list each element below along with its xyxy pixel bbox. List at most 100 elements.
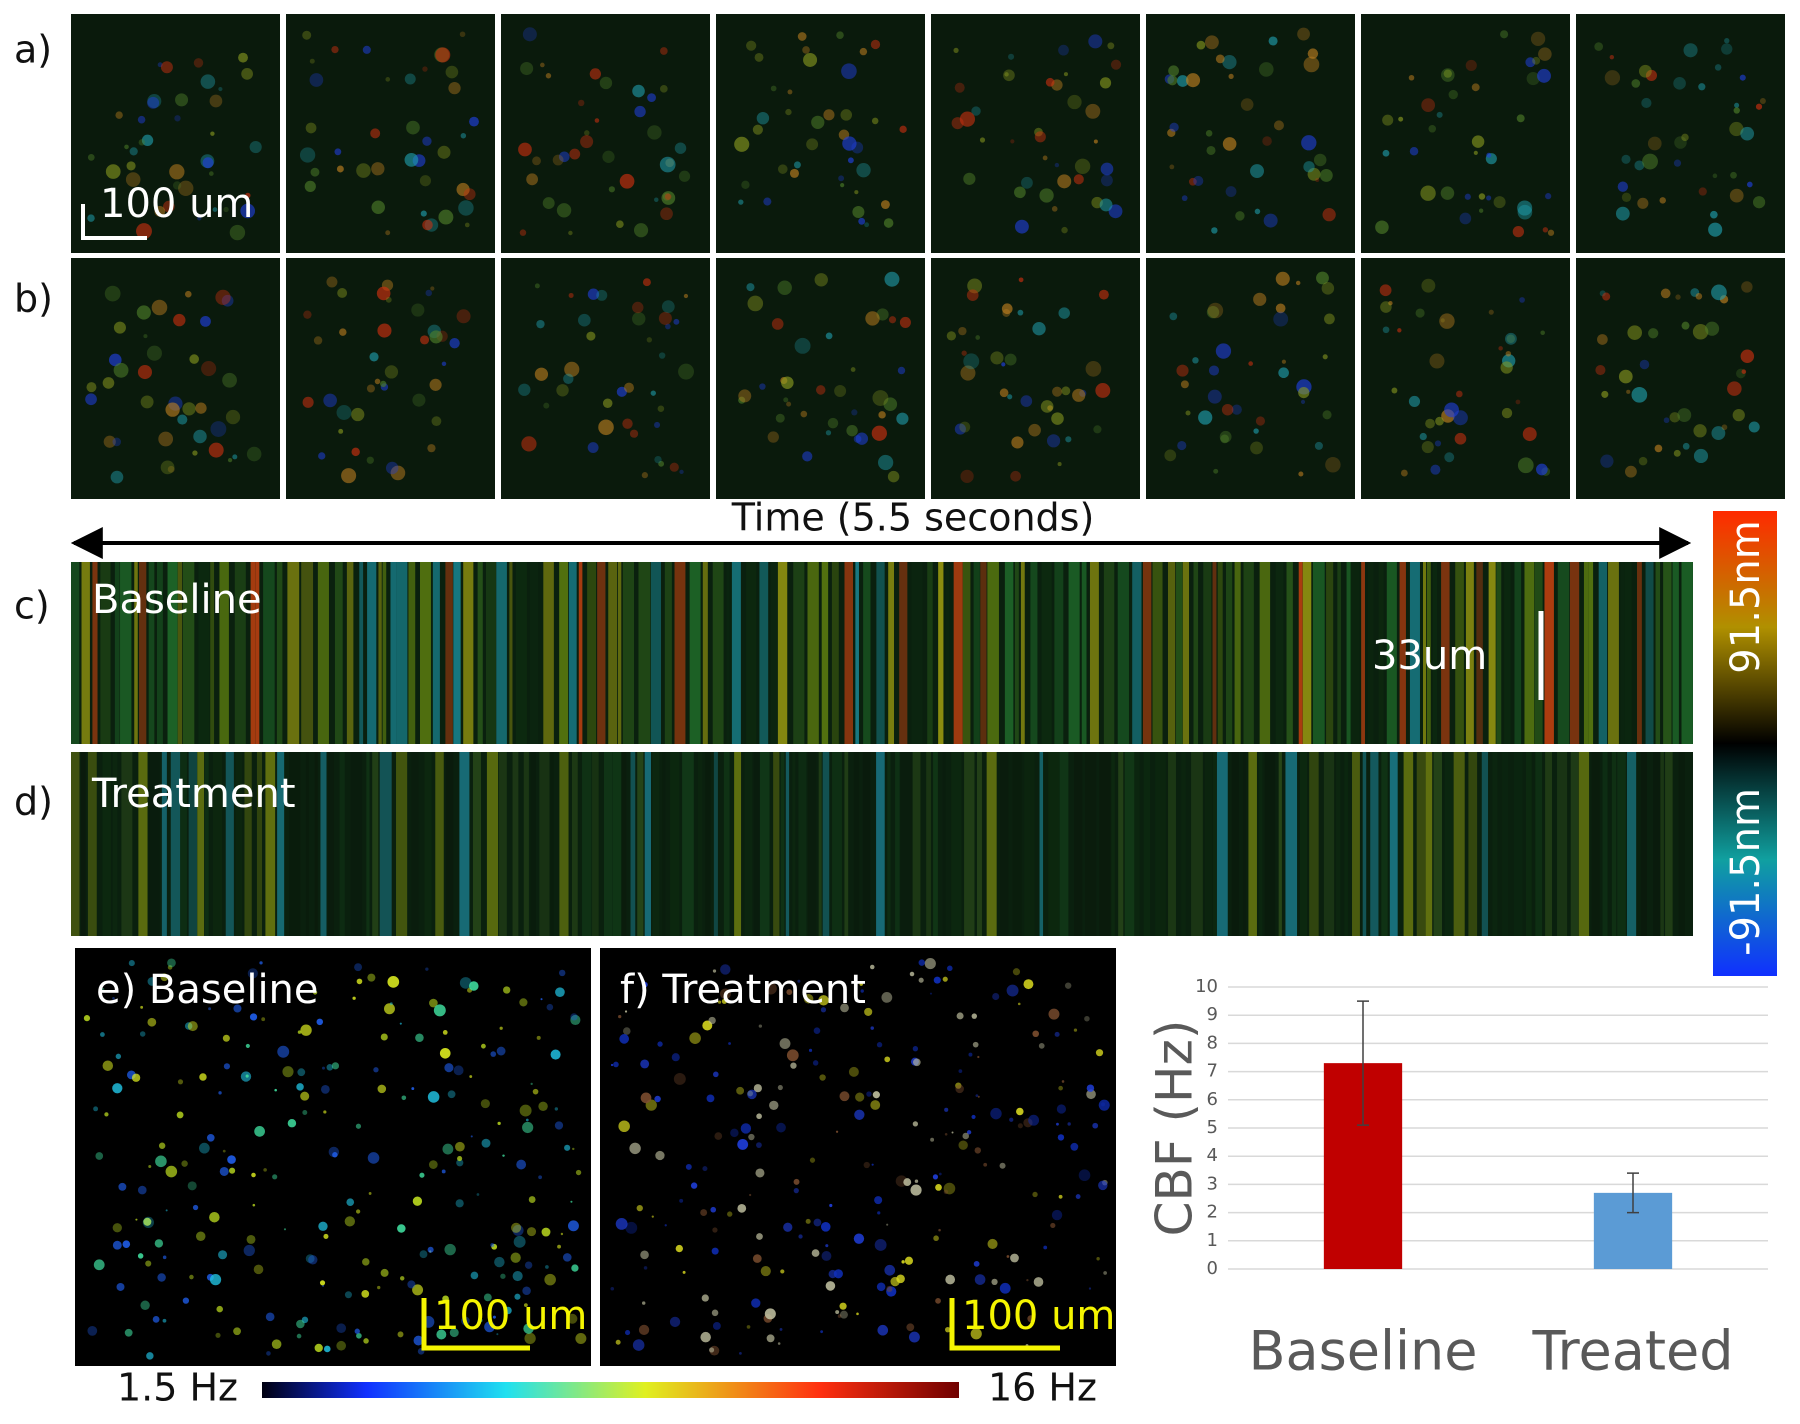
- speckle: [282, 1066, 294, 1078]
- speckle: [193, 58, 204, 68]
- speckle: [525, 1118, 529, 1122]
- stripe: [148, 752, 160, 936]
- speckle: [209, 1274, 222, 1286]
- speckle: [802, 46, 810, 54]
- speckle: [243, 1244, 255, 1257]
- stripe: [1513, 752, 1523, 936]
- speckle: [380, 380, 387, 388]
- speckle: [305, 122, 317, 134]
- speckle: [399, 1022, 402, 1025]
- stripe: [973, 562, 980, 744]
- speckle: [833, 1269, 843, 1279]
- speckle: [929, 992, 933, 995]
- speckle: [1714, 64, 1722, 71]
- speckle: [747, 1089, 757, 1100]
- stripe: [382, 562, 387, 744]
- speckle: [751, 1298, 761, 1308]
- speckle: [1028, 423, 1041, 437]
- stripe: [180, 752, 187, 936]
- speckle: [297, 1068, 306, 1077]
- speckle: [1683, 43, 1698, 58]
- speckle: [1164, 449, 1177, 462]
- speckle: [385, 230, 391, 236]
- speckle: [1626, 389, 1631, 394]
- speckle: [1205, 130, 1213, 137]
- stripe: [712, 562, 724, 744]
- speckle: [1505, 350, 1512, 357]
- speckle: [176, 1111, 184, 1119]
- speckle: [616, 386, 627, 397]
- speckle: [112, 1223, 122, 1233]
- speckle: [481, 1043, 486, 1049]
- stripe: [1652, 752, 1661, 936]
- speckle: [1641, 97, 1652, 109]
- speckle: [510, 1252, 521, 1263]
- speckle: [1682, 442, 1690, 450]
- speckle: [1208, 365, 1220, 376]
- speckle: [839, 1310, 848, 1319]
- stripe: [571, 752, 578, 936]
- stripe: [617, 562, 622, 744]
- stripe: [1423, 562, 1427, 744]
- stripe: [161, 752, 167, 936]
- speckle: [95, 1152, 104, 1160]
- speckle: [245, 192, 251, 199]
- speckle: [83, 1015, 91, 1022]
- speckle: [1177, 440, 1187, 451]
- speckle: [918, 977, 924, 983]
- speckle: [1739, 74, 1746, 81]
- stripe: [1544, 562, 1554, 744]
- stripe: [644, 752, 652, 936]
- speckle: [1493, 196, 1506, 209]
- speckle: [384, 1003, 395, 1015]
- speckle: [210, 131, 215, 136]
- speckle: [1647, 136, 1662, 151]
- speckle: [102, 1060, 114, 1071]
- speckle: [813, 1218, 822, 1227]
- speckle: [356, 163, 371, 178]
- stripe: [212, 752, 223, 936]
- speckle: [748, 1133, 755, 1141]
- speckle: [755, 1168, 765, 1178]
- speckle: [427, 444, 436, 453]
- speckle: [660, 85, 668, 93]
- stripe: [250, 562, 256, 744]
- speckle: [903, 1178, 912, 1187]
- speckle: [157, 1273, 166, 1282]
- speckle: [616, 220, 624, 229]
- speckle: [354, 1328, 360, 1334]
- stripe: [964, 752, 975, 936]
- speckle: [971, 1013, 978, 1019]
- speckle: [1303, 161, 1315, 173]
- stripe: [515, 562, 527, 744]
- stripe: [759, 752, 770, 936]
- speckle: [673, 318, 680, 325]
- speckle: [1176, 75, 1189, 87]
- speckle: [1012, 968, 1021, 976]
- speckle: [1169, 312, 1178, 321]
- speckle: [1478, 208, 1484, 213]
- speckle: [1027, 1315, 1035, 1323]
- speckle: [1231, 404, 1242, 415]
- stripe: [933, 752, 938, 936]
- stripe: [366, 752, 370, 936]
- speckle: [819, 1074, 826, 1081]
- speckle: [1045, 77, 1055, 87]
- x-tick-label: Treated: [1531, 1320, 1733, 1383]
- speckle: [955, 1082, 962, 1089]
- speckle: [86, 382, 97, 393]
- speckle: [1759, 98, 1766, 104]
- speckle: [615, 1339, 621, 1345]
- image-tile: [501, 258, 710, 499]
- speckle: [1315, 178, 1320, 183]
- stripe: [785, 752, 790, 936]
- speckle: [1050, 1222, 1056, 1229]
- speckle: [945, 1326, 951, 1333]
- speckle: [469, 116, 479, 127]
- panel-label: a): [14, 28, 52, 72]
- speckle: [313, 336, 323, 345]
- speckle: [669, 1316, 681, 1328]
- speckle: [793, 161, 801, 169]
- speckle: [143, 334, 148, 339]
- stripe: [1089, 562, 1099, 744]
